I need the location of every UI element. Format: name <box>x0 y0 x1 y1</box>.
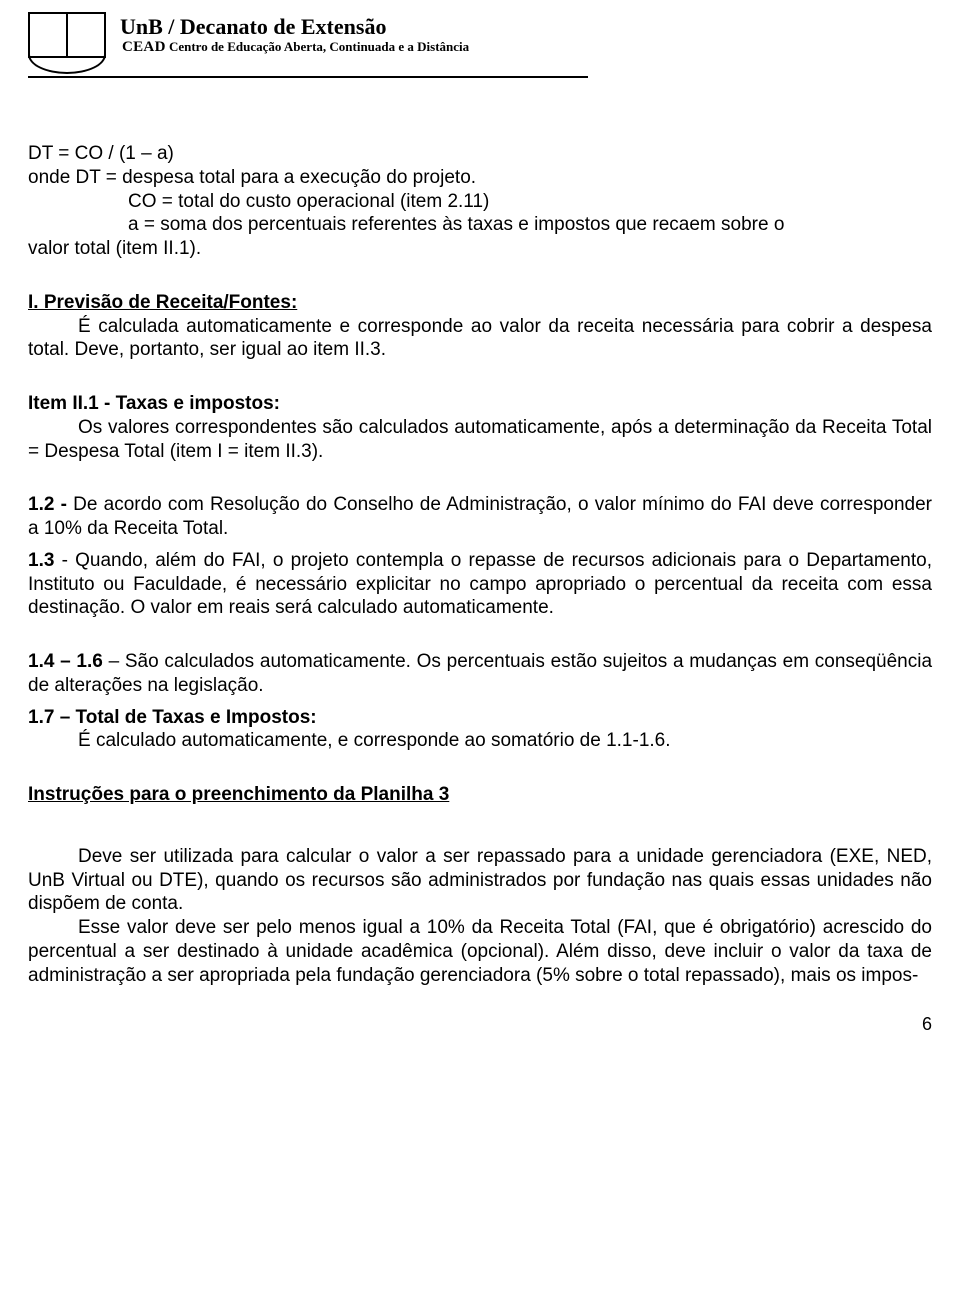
header-divider <box>28 76 588 78</box>
co-line: CO = total do custo operacional (item 2.… <box>28 190 932 214</box>
a-line-2: valor total (item II.1). <box>28 237 932 261</box>
instrucoes-planilha-3-p1: Deve ser utilizada para calcular o valor… <box>28 845 932 916</box>
instrucoes-planilha-3-p2: Esse valor deve ser pelo menos igual a 1… <box>28 916 932 987</box>
item-ii1-text: Os valores correspondentes são calculado… <box>28 416 932 464</box>
para-1-3: 1.3 - Quando, além do FAI, o projeto con… <box>28 549 932 620</box>
para-1-7-text: É calculado automaticamente, e correspon… <box>28 729 932 753</box>
a-line-1: a = soma dos percentuais referentes às t… <box>28 213 932 237</box>
header-cead: CEAD <box>122 39 166 55</box>
header-title: UnB / Decanato de Extensão <box>120 15 469 39</box>
instrucoes-planilha-3-heading: Instruções para o preenchimento da Plani… <box>28 783 932 807</box>
header-cead-rest: Centro de Educação Aberta, Continuada e … <box>166 39 469 54</box>
formula-line: DT = CO / (1 – a) <box>28 142 932 166</box>
onde-line: onde DT = despesa total para a execução … <box>28 166 932 190</box>
page-number: 6 <box>28 1013 932 1036</box>
document-header: UnB / Decanato de Extensão CEAD Centro d… <box>28 12 932 58</box>
section-i-text: É calculada automaticamente e correspond… <box>28 315 932 363</box>
item-ii1-heading: Item II.1 - Taxas e impostos: <box>28 392 932 416</box>
para-1-7-heading: 1.7 – Total de Taxas e Impostos: <box>28 706 932 730</box>
header-subtitle: CEAD Centro de Educação Aberta, Continua… <box>122 39 469 56</box>
header-text-block: UnB / Decanato de Extensão CEAD Centro d… <box>120 15 469 56</box>
document-content: DT = CO / (1 – a) onde DT = despesa tota… <box>28 86 932 1036</box>
para-1-2: 1.2 - De acordo com Resolução do Conselh… <box>28 493 932 541</box>
para-1-4-1-6: 1.4 – 1.6 – São calculados automaticamen… <box>28 650 932 698</box>
logo-unb <box>28 12 106 58</box>
section-i-heading: I. Previsão de Receita/Fontes: <box>28 291 932 315</box>
